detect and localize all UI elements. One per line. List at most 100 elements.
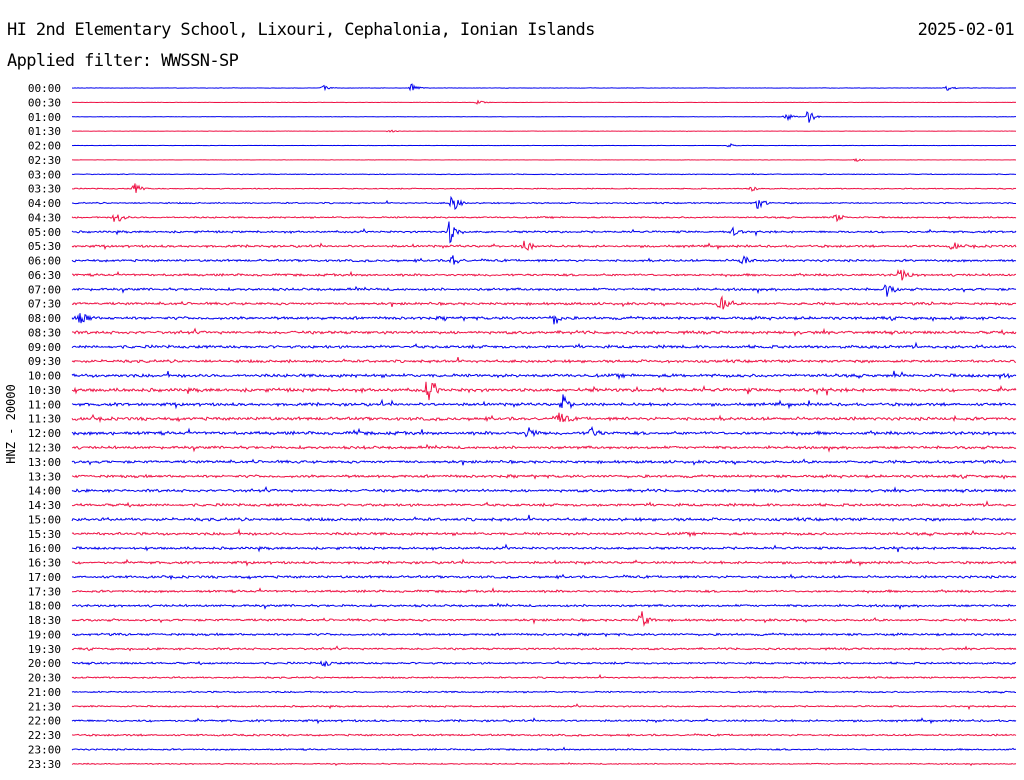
time-label: 20:30 bbox=[28, 672, 61, 685]
trace-line bbox=[71, 527, 1017, 538]
time-label: 16:30 bbox=[28, 557, 61, 570]
time-label: 11:00 bbox=[28, 398, 61, 411]
trace-line bbox=[71, 717, 1017, 725]
time-label: 20:00 bbox=[28, 657, 61, 670]
trace-line bbox=[71, 195, 1016, 210]
time-label: 12:30 bbox=[28, 442, 61, 455]
trace-line bbox=[71, 313, 1017, 325]
time-label: 01:00 bbox=[28, 111, 61, 124]
trace-line bbox=[71, 443, 1017, 453]
time-label: 05:00 bbox=[28, 226, 61, 239]
date-label: 2025-02-01 bbox=[917, 20, 1015, 40]
trace-line bbox=[71, 458, 1017, 466]
trace-line bbox=[71, 213, 1017, 223]
time-label: 13:30 bbox=[28, 470, 61, 483]
trace-line bbox=[71, 573, 1017, 581]
trace-line bbox=[71, 327, 1017, 337]
time-label: 12:00 bbox=[28, 427, 61, 440]
time-label: 15:30 bbox=[28, 528, 61, 541]
trace-line bbox=[71, 240, 1017, 251]
trace-line bbox=[71, 473, 1017, 480]
trace-line bbox=[71, 381, 1017, 401]
time-label: 18:30 bbox=[28, 614, 61, 627]
time-label: 04:00 bbox=[28, 197, 61, 210]
time-label: 08:00 bbox=[28, 312, 61, 325]
time-label: 19:30 bbox=[28, 643, 61, 656]
trace-line bbox=[71, 356, 1017, 364]
time-label: 18:00 bbox=[28, 600, 61, 613]
trace-line bbox=[71, 543, 1017, 553]
trace-line bbox=[71, 143, 1017, 148]
trace-line bbox=[71, 602, 1017, 611]
trace-line bbox=[71, 269, 1017, 281]
time-label: 17:30 bbox=[28, 585, 61, 598]
trace-line bbox=[71, 426, 1017, 438]
trace-line bbox=[71, 703, 1017, 711]
trace-line bbox=[71, 673, 1017, 680]
trace-line bbox=[71, 690, 1017, 694]
time-label: 15:00 bbox=[28, 513, 61, 526]
trace-line bbox=[71, 172, 1017, 176]
station-title: HI 2nd Elementary School, Lixouri, Cepha… bbox=[7, 20, 595, 40]
trace-line bbox=[71, 486, 1017, 494]
trace-line bbox=[71, 157, 1017, 162]
time-label: 14:00 bbox=[28, 485, 61, 498]
time-label: 10:00 bbox=[28, 370, 61, 383]
trace-line bbox=[71, 295, 1017, 310]
time-label: 01:30 bbox=[28, 125, 61, 138]
trace-line bbox=[71, 746, 1017, 752]
trace-line bbox=[71, 221, 1017, 244]
trace-line bbox=[71, 255, 1017, 265]
time-label: 23:30 bbox=[28, 758, 61, 771]
time-label: 09:00 bbox=[28, 341, 61, 354]
time-label: 03:30 bbox=[28, 183, 61, 196]
trace-line bbox=[71, 284, 1017, 297]
time-label: 07:30 bbox=[28, 298, 61, 311]
trace-line bbox=[71, 394, 1017, 410]
trace-line bbox=[71, 645, 1017, 652]
trace-line bbox=[71, 129, 1017, 133]
time-label: 09:30 bbox=[28, 355, 61, 368]
trace-line bbox=[71, 341, 1017, 350]
trace-line bbox=[71, 111, 1017, 123]
trace-line bbox=[71, 611, 1017, 627]
trace-line bbox=[71, 83, 1017, 92]
time-label: 02:00 bbox=[28, 140, 61, 153]
time-label: 21:00 bbox=[28, 686, 61, 699]
time-label: 16:00 bbox=[28, 542, 61, 555]
trace-line bbox=[71, 514, 1017, 523]
trace-line bbox=[71, 183, 1017, 193]
time-label: 10:30 bbox=[28, 384, 61, 397]
trace-line bbox=[71, 500, 1017, 508]
time-label: 04:30 bbox=[28, 211, 61, 224]
time-label: 00:00 bbox=[28, 82, 61, 95]
time-label: 19:00 bbox=[28, 628, 61, 641]
filter-label: Applied filter: WWSSN-SP bbox=[7, 51, 239, 71]
trace-line bbox=[71, 587, 1017, 594]
time-label: 14:30 bbox=[28, 499, 61, 512]
trace-line bbox=[71, 412, 1017, 424]
time-label: 07:00 bbox=[28, 283, 61, 296]
trace-line bbox=[71, 558, 1017, 567]
time-label: 08:30 bbox=[28, 326, 61, 339]
time-label: 05:30 bbox=[28, 240, 61, 253]
time-label: 03:00 bbox=[28, 168, 61, 181]
time-label: 22:30 bbox=[28, 729, 61, 742]
time-label: 17:00 bbox=[28, 571, 61, 584]
time-label: 06:30 bbox=[28, 269, 61, 282]
time-label: 22:00 bbox=[28, 715, 61, 728]
trace-line bbox=[71, 762, 1017, 767]
time-label: 00:30 bbox=[28, 96, 61, 109]
time-label: 21:30 bbox=[28, 700, 61, 713]
time-label: 23:00 bbox=[28, 743, 61, 756]
trace-line bbox=[71, 733, 1017, 738]
trace-line bbox=[71, 660, 1017, 667]
trace-line bbox=[72, 632, 1017, 638]
time-label: 11:30 bbox=[28, 413, 61, 426]
time-label: 02:30 bbox=[28, 154, 61, 167]
time-label: 06:00 bbox=[28, 255, 61, 268]
time-label: 13:00 bbox=[28, 456, 61, 469]
trace-line bbox=[71, 370, 1017, 381]
trace-line bbox=[71, 99, 1017, 105]
